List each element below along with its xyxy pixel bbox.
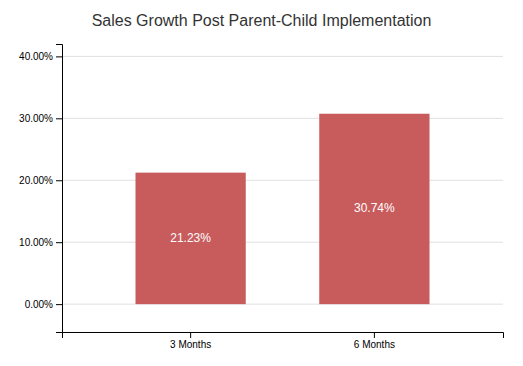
grid-line <box>62 180 503 181</box>
y-tick-mark <box>56 242 62 243</box>
y-tick-label: 40.00% <box>19 51 53 62</box>
y-tick-label: 30.00% <box>19 113 53 124</box>
y-tick-mark <box>56 180 62 181</box>
y-tick: 30.00% <box>19 113 62 124</box>
x-tick: 3 Months <box>170 332 211 350</box>
y-tick-label: 10.00% <box>19 237 53 248</box>
y-tick-label: 0.00% <box>25 299 53 310</box>
y-axis: 0.00% 10.00% 20.00% 30.00% 40.00% <box>19 45 62 333</box>
y-axis-line <box>56 45 63 333</box>
grid-line <box>62 304 503 305</box>
grid <box>62 56 503 304</box>
chart: Sales Growth Post Parent-Child Implement… <box>0 0 523 366</box>
x-tick-mark <box>190 332 191 338</box>
data-labels: 21.23% 30.74% <box>170 201 395 244</box>
y-tick-label: 20.00% <box>19 175 53 186</box>
y-tick: 10.00% <box>19 237 62 248</box>
plot: 0.00% 10.00% 20.00% 30.00% 40.00% 3 Months 6 M… <box>19 45 503 351</box>
y-tick-mark <box>56 56 62 57</box>
grid-line <box>62 242 503 243</box>
x-tick: 6 Months <box>354 332 395 350</box>
bar <box>136 173 246 304</box>
data-label: 30.74% <box>354 201 395 215</box>
y-tick: 20.00% <box>19 175 62 186</box>
grid-line <box>62 56 503 57</box>
y-tick-mark <box>56 118 62 119</box>
bar <box>319 114 429 304</box>
x-axis: 3 Months 6 Months <box>63 332 504 350</box>
y-tick: 0.00% <box>25 299 62 310</box>
data-label: 21.23% <box>170 231 211 245</box>
title: Sales Growth Post Parent-Child Implement… <box>92 12 432 29</box>
bars <box>136 114 430 304</box>
y-tick: 40.00% <box>19 51 62 62</box>
x-tick-label: 3 Months <box>170 339 211 350</box>
x-tick-mark <box>374 332 375 338</box>
y-tick-mark <box>56 304 62 305</box>
grid-line <box>62 118 503 119</box>
x-tick-label: 6 Months <box>354 339 395 350</box>
x-axis-line <box>63 333 504 339</box>
